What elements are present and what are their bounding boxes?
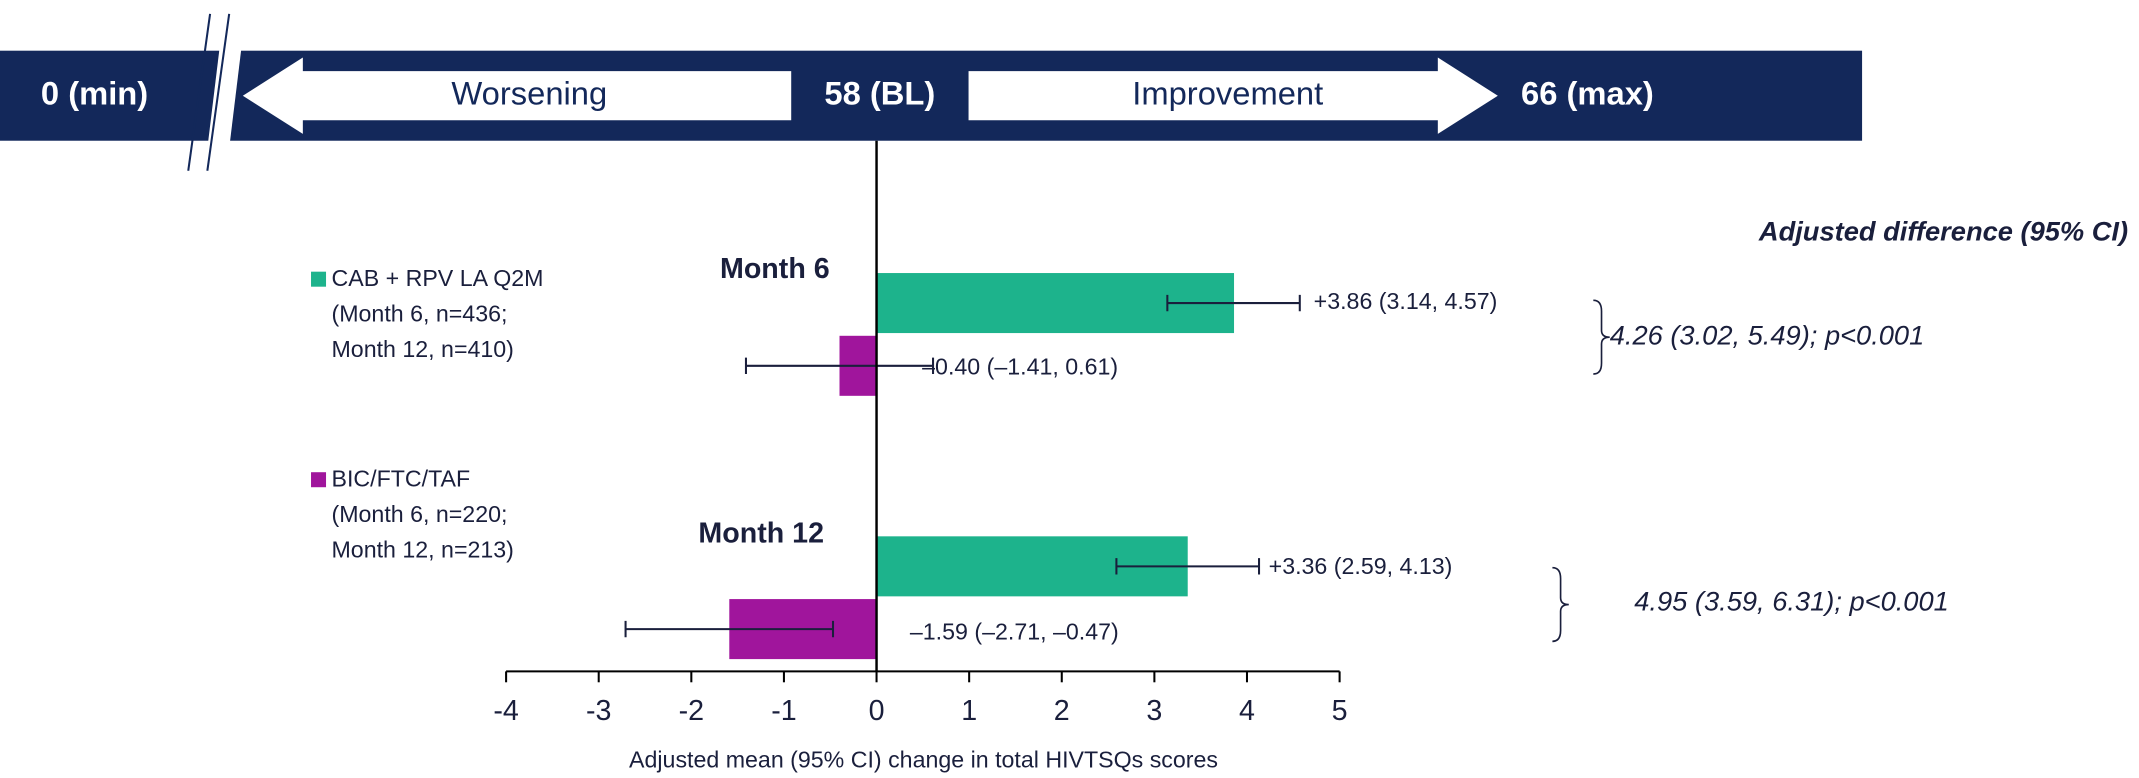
x-tick-label: -2 bbox=[679, 695, 704, 727]
error-bar bbox=[1115, 558, 1261, 575]
difference: 4.26 (3.02, 5.49); p<0.001 bbox=[1610, 319, 1925, 350]
axis-break-gap bbox=[204, 13, 246, 171]
data-label: –0.40 (–1.41, 0.61) bbox=[922, 354, 1118, 380]
error-bar bbox=[744, 357, 935, 374]
x-tick-label: 4 bbox=[1239, 695, 1255, 727]
data-label: +3.86 (3.14, 4.57) bbox=[1314, 288, 1498, 314]
x-tick-label: 1 bbox=[961, 695, 977, 727]
axis-break bbox=[187, 13, 212, 171]
x-axis-title: Adjusted mean (95% CI) change in total H… bbox=[629, 747, 1218, 773]
error-bar bbox=[1166, 294, 1301, 312]
error-bar bbox=[624, 620, 835, 638]
x-tick-label: 5 bbox=[1332, 695, 1348, 727]
category-label: Month 12 bbox=[698, 518, 824, 550]
legend-note: (Month 6, n=220; bbox=[331, 501, 507, 527]
legend-note: Month 12, n=410) bbox=[331, 336, 513, 362]
x-tick-label: 2 bbox=[1054, 695, 1070, 727]
data-label: –1.59 (–2.71, –0.47) bbox=[910, 618, 1119, 644]
brace bbox=[1552, 566, 1569, 643]
legend-note: Month 12, n=213) bbox=[331, 536, 513, 562]
banner-worsening: Worsening bbox=[451, 74, 607, 111]
legend-label: CAB + RPV LA Q2M bbox=[331, 265, 543, 291]
x-tick-label: -1 bbox=[771, 695, 796, 727]
banner-improvement: Improvement bbox=[1132, 74, 1323, 111]
banner-min: 0 (min) bbox=[41, 74, 148, 111]
category-label: Month 6 bbox=[720, 253, 830, 285]
x-tick-label: -4 bbox=[493, 695, 519, 727]
legend-swatch bbox=[311, 472, 327, 488]
x-tick-label: 0 bbox=[869, 695, 885, 727]
difference: 4.95 (3.59, 6.31); p<0.001 bbox=[1634, 585, 1949, 616]
improvement-arrow bbox=[968, 57, 1498, 134]
legend-note: (Month 6, n=436; bbox=[331, 300, 507, 326]
differences-title: Adjusted difference (95% CI) bbox=[1758, 216, 2128, 247]
banner-max: 66 (max) bbox=[1521, 74, 1654, 111]
legend-swatch bbox=[311, 271, 327, 287]
axis-break bbox=[206, 13, 231, 171]
brace bbox=[1593, 299, 1610, 375]
banner-baseline: 58 (BL) bbox=[824, 74, 935, 111]
x-tick-label: -3 bbox=[586, 695, 611, 727]
legend-label: BIC/FTC/TAF bbox=[331, 466, 470, 492]
x-tick-label: 3 bbox=[1146, 695, 1162, 727]
data-label: +3.36 (2.59, 4.13) bbox=[1269, 553, 1453, 579]
worsening-arrow bbox=[242, 57, 792, 134]
